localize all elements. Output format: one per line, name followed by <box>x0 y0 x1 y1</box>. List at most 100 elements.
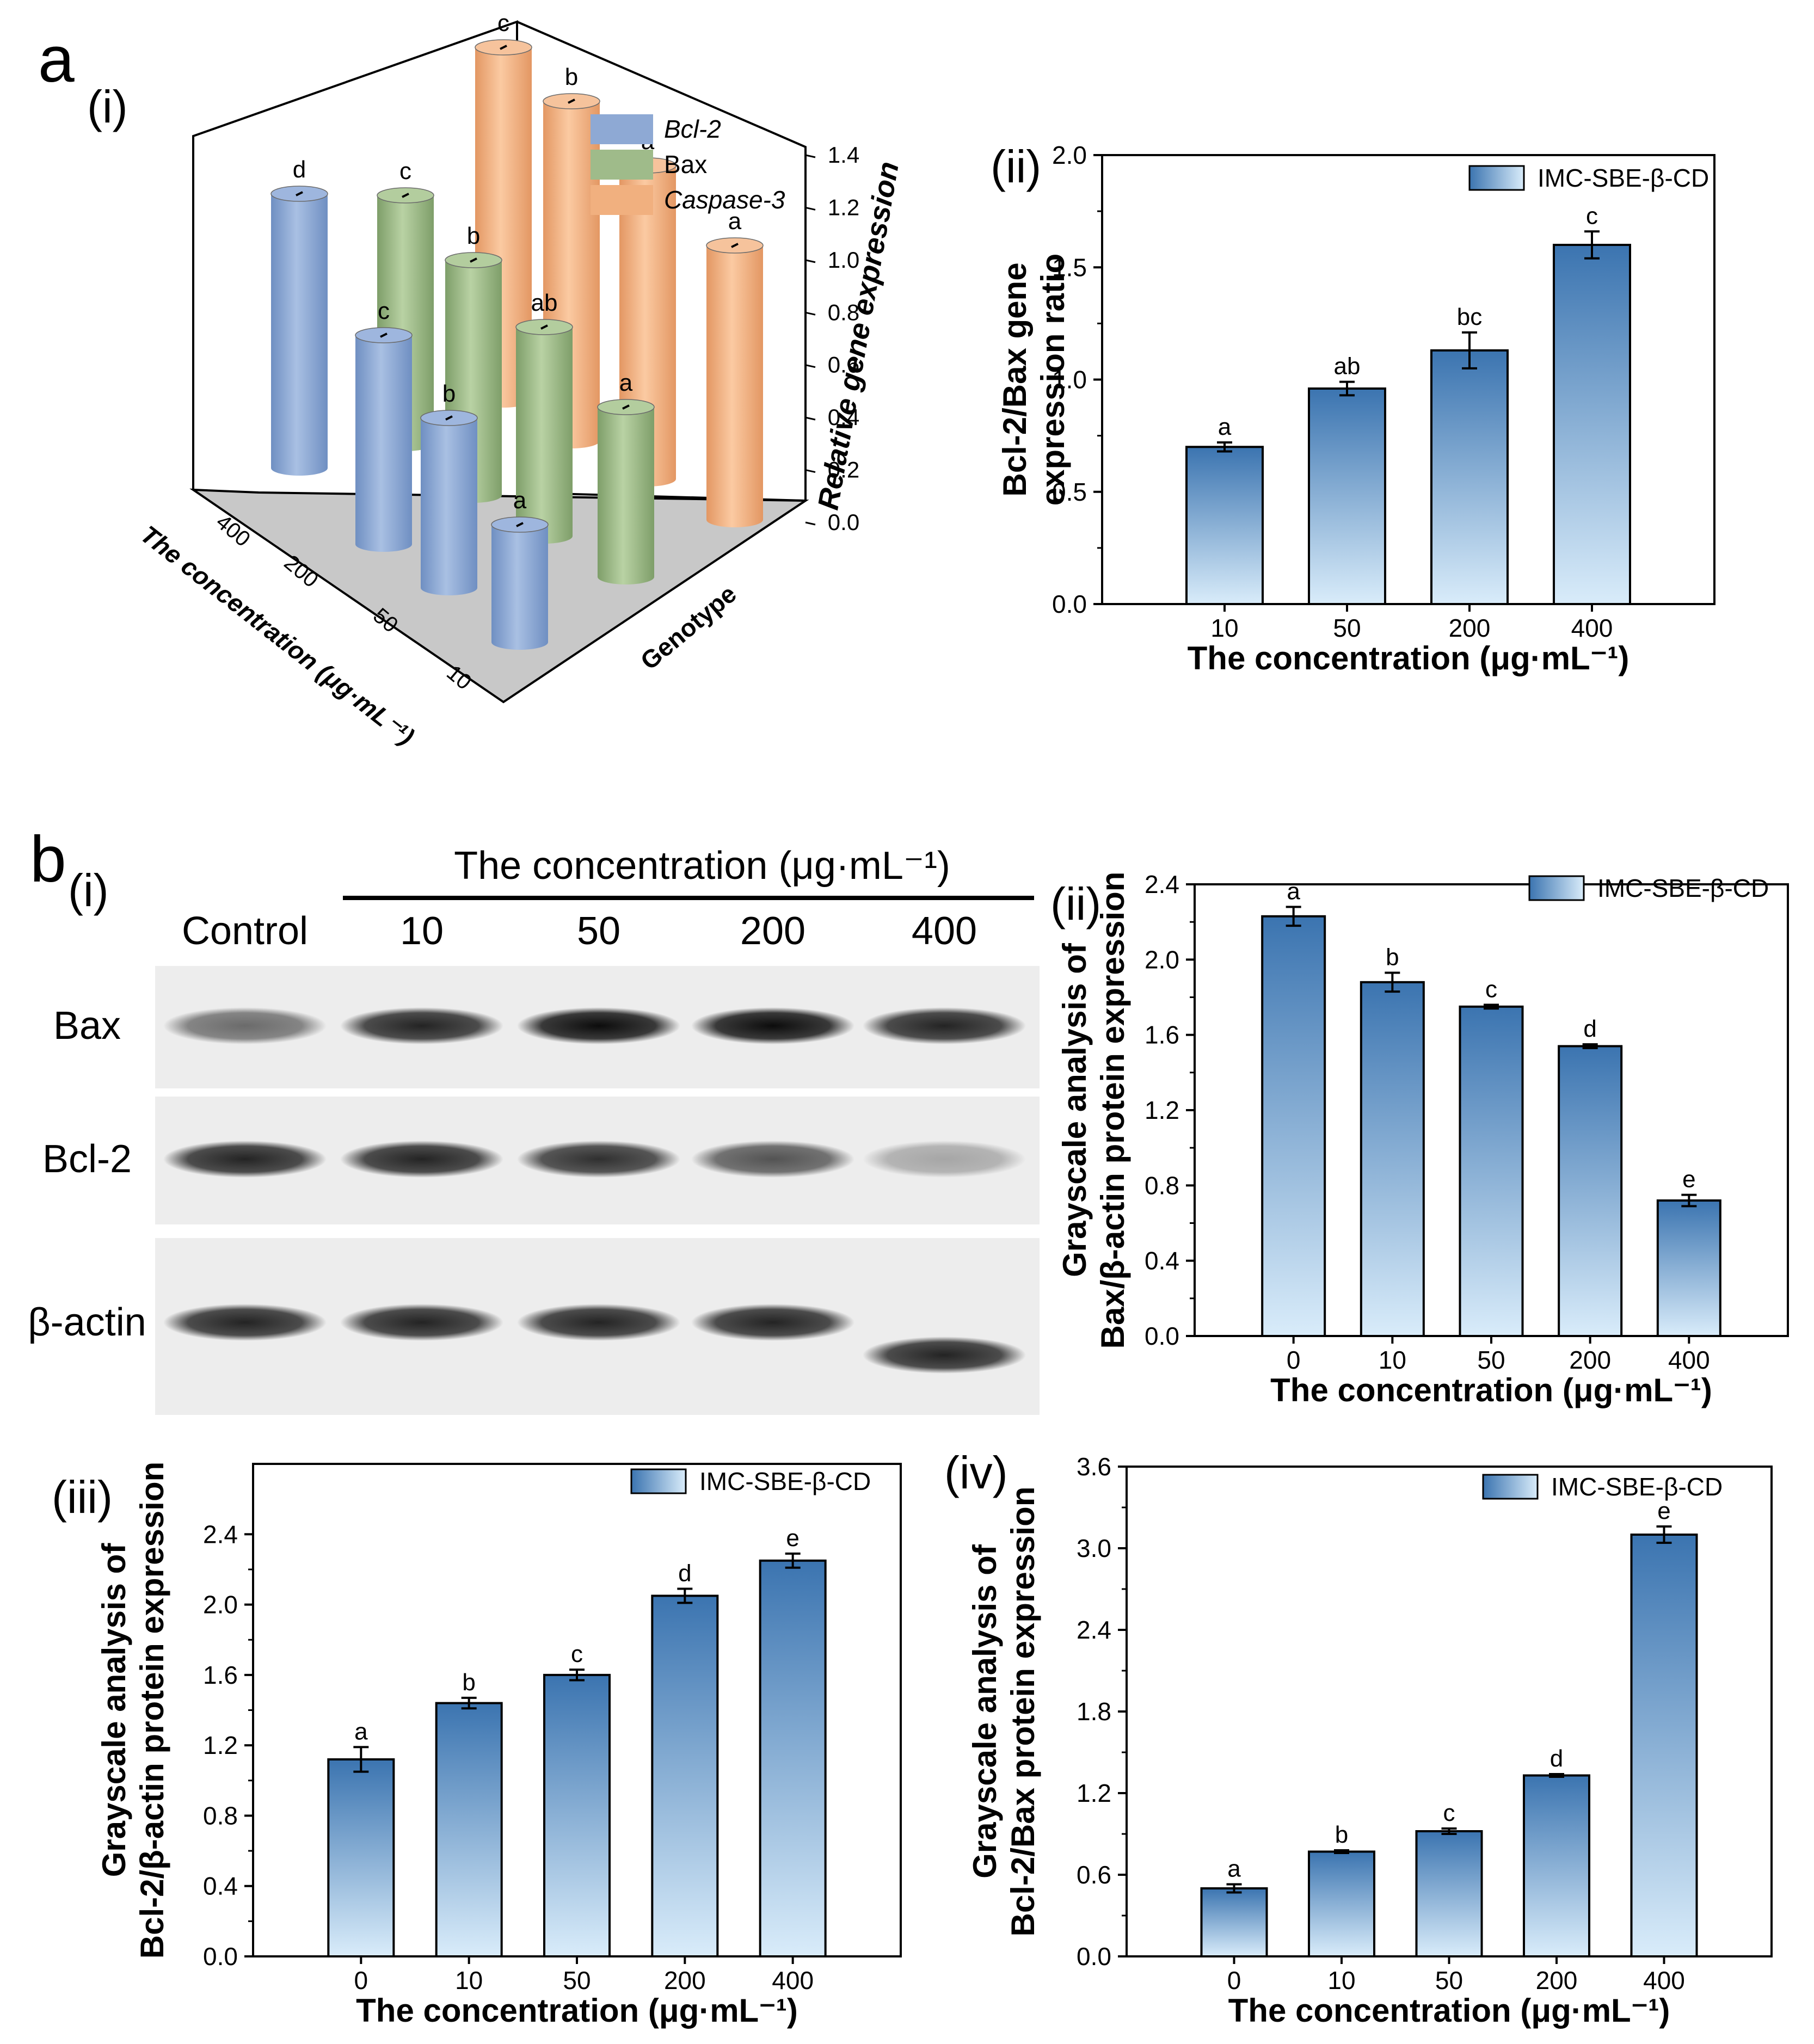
significance-letter: d <box>678 1560 691 1586</box>
legend-swatch <box>591 114 653 144</box>
blot-band <box>691 1304 854 1341</box>
blot-band <box>163 1007 327 1044</box>
z-tick-label: 0.6 <box>828 352 859 378</box>
blot-rows: Bax Bcl-2 β-actin <box>28 966 1040 1415</box>
significance-letter: c <box>1485 976 1497 1002</box>
bar3d-body <box>706 245 763 520</box>
blot-band <box>863 1337 1026 1374</box>
y-tick-label: 0.6 <box>1077 1861 1111 1889</box>
x-tick-label: 200 <box>1536 1966 1578 1994</box>
blot-header: The concentration (μg·mL⁻¹) <box>454 844 950 888</box>
blot-row-1: Bcl-2 <box>42 1097 1040 1224</box>
significance-letter: b <box>1386 944 1399 971</box>
y-tick-label: 1.2 <box>1145 1096 1179 1124</box>
y-tick-label: 0.8 <box>1145 1171 1179 1199</box>
bar3d-Caspase-3: a <box>706 208 764 527</box>
legend-swatch <box>630 1468 687 1494</box>
x-tick-label: 50 <box>1435 1966 1463 1994</box>
y-tick-label: 0.8 <box>203 1801 238 1830</box>
blot-row-label: Bcl-2 <box>42 1137 132 1181</box>
y-axis-title-line2: expression ratio <box>1035 254 1071 506</box>
z-tick-label: 0.2 <box>828 457 859 483</box>
y-axis-title-line2: Bax/β-actin protein expression <box>1094 872 1131 1349</box>
bar3d-error-mark <box>516 522 524 527</box>
y-tick-label: 2.4 <box>1077 1616 1111 1644</box>
bar3d-error-mark <box>470 257 477 263</box>
legend-label: IMC-SBE-β-CD <box>699 1467 871 1495</box>
blot-lane-label: 50 <box>577 909 620 953</box>
panel-b-i-label: (i) <box>68 865 109 916</box>
x-axis-title: The concentration (μg·mL⁻¹) <box>1188 640 1629 676</box>
bar3d-Bcl-2: b <box>420 380 478 595</box>
significance-letter: b <box>467 223 480 249</box>
bar3d-body <box>421 418 477 588</box>
legend-swatch <box>1468 165 1525 191</box>
significance-letter: a <box>1218 414 1232 440</box>
blot-lane-label: 10 <box>400 909 444 953</box>
z-tick-label: 0.0 <box>828 509 859 535</box>
bar <box>759 1559 827 1957</box>
panel-a-letter: a <box>38 23 75 96</box>
y-tick-label: 1.2 <box>1077 1779 1111 1807</box>
y-axis-title-line1: Bcl-2/Bax gene <box>997 262 1033 496</box>
x-tick-label: 50 <box>563 1966 591 1994</box>
blot-band <box>517 1304 680 1341</box>
y-axis-title-line1: Grayscale analysis of <box>96 1543 132 1877</box>
y-tick-label: 3.6 <box>1077 1452 1111 1481</box>
significance-letter: c <box>571 1641 583 1667</box>
bar3d-error-mark <box>731 243 739 248</box>
significance-letter: a <box>1287 878 1300 905</box>
bar3d-base <box>491 635 548 650</box>
z-tick-label: 0.4 <box>828 404 859 430</box>
bar <box>1261 915 1326 1337</box>
blot-lane-labels: Control 10 50 200 400 <box>182 909 977 953</box>
z-tick-mark <box>805 154 816 158</box>
x-tick-label: 10 <box>1327 1966 1355 1994</box>
y-tick-label: 2.0 <box>203 1591 238 1619</box>
blot-band <box>517 1141 680 1178</box>
y-tick-label: 1.0 <box>1052 366 1087 394</box>
y-tick-label: 1.5 <box>1052 253 1087 281</box>
bar <box>1308 387 1386 605</box>
significance-letter: b <box>1335 1821 1348 1848</box>
bar3d-base <box>355 537 412 552</box>
z-tick-mark <box>805 521 816 526</box>
panel-a-i-label: (i) <box>87 81 128 132</box>
bar <box>1558 1045 1623 1337</box>
y-tick-label: 2.4 <box>203 1520 238 1548</box>
x-tick-label: 50 <box>1477 1346 1505 1374</box>
blot-row-0: Bax <box>53 966 1040 1088</box>
legend-label: Bcl-2 <box>664 115 721 143</box>
panel-b-iv-label: (iv) <box>944 1447 1008 1498</box>
bar3d-error-mark <box>500 45 507 50</box>
significance-letter: e <box>1657 1498 1670 1524</box>
bar <box>1360 981 1425 1338</box>
x-tick-label: 400 <box>1668 1346 1710 1374</box>
z-tick-label: 0.8 <box>828 299 859 325</box>
y-axis-title-line2: Bcl-2/Bax protein expression <box>1005 1487 1041 1937</box>
bar <box>1553 244 1631 605</box>
x-tick-label: 0 <box>354 1966 368 1994</box>
panel-b-ii-label: (ii) <box>1050 878 1101 929</box>
y-tick-label: 0.0 <box>1077 1942 1111 1971</box>
z-tick-label: 1.2 <box>828 194 859 220</box>
z-tick-mark <box>805 206 816 211</box>
bar3d-base <box>421 580 477 595</box>
x-tick-label: 200 <box>1569 1346 1611 1374</box>
x-tick-label: 10 <box>1210 614 1238 642</box>
legend-label: Bax <box>664 150 707 178</box>
bar <box>1523 1774 1590 1957</box>
blot-band <box>340 1007 503 1044</box>
significance-letter: a <box>619 370 633 396</box>
significance-letter: ab <box>1334 353 1361 380</box>
chart-b-ii: 0.0 0.4 0.8 1.2 1.6 2.0 2.4 a 0 b 10 c 50 d 200 e 400The… <box>1056 870 1789 1408</box>
legend-swatch <box>591 150 653 180</box>
bar3d-base <box>706 512 763 527</box>
legend-swatch <box>1528 875 1585 901</box>
bar3d-error-mark <box>568 98 575 104</box>
z-tick-mark <box>805 259 816 263</box>
bar <box>1308 1850 1375 1957</box>
significance-letter: b <box>442 380 456 407</box>
